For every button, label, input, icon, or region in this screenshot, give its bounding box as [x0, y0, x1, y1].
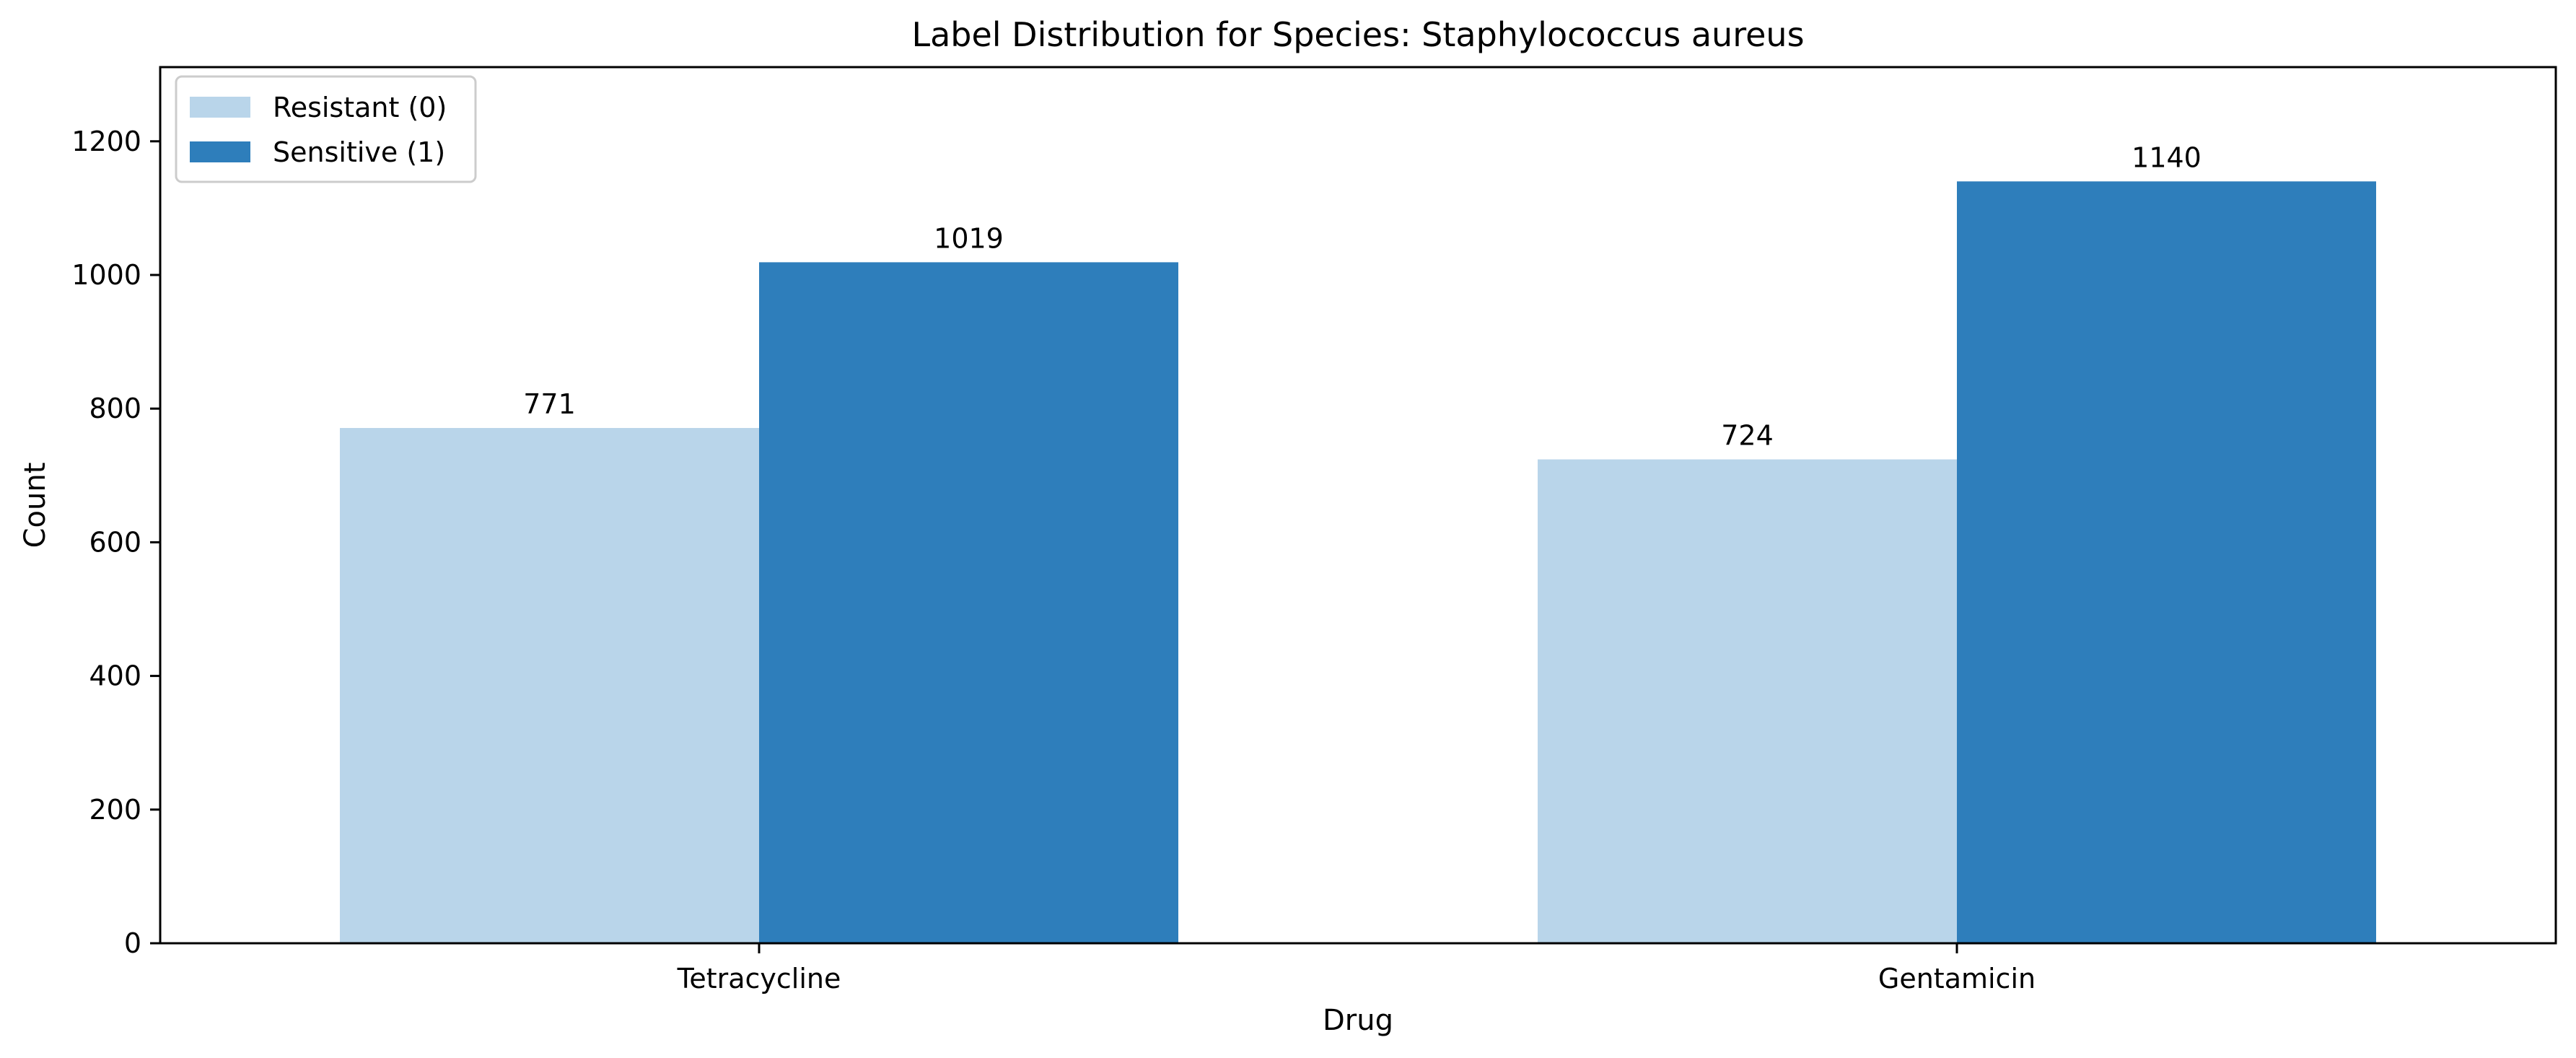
data-labels-group: 771 1019 724 1140 — [523, 141, 2202, 451]
x-tick-label-gentamicin: Gentamicin — [1878, 963, 2036, 994]
data-label-gentamicin-resistant: 724 — [1721, 420, 1774, 452]
y-tick-label: 1200 — [71, 126, 141, 157]
bar-tetracycline-resistant — [340, 428, 759, 943]
y-axis: 0 200 400 600 800 1000 1200 — [71, 126, 160, 959]
bar-gentamicin-sensitive — [1957, 181, 2376, 944]
data-label-tetracycline-sensitive: 1019 — [934, 222, 1004, 254]
x-tick-label-tetracycline: Tetracycline — [677, 963, 841, 994]
data-label-tetracycline-resistant: 771 — [523, 388, 576, 420]
legend-frame — [175, 75, 477, 183]
bar-tetracycline-sensitive — [759, 262, 1178, 943]
legend: Resistant (0) Sensitive (1) — [175, 75, 477, 183]
y-tick-label: 800 — [89, 393, 141, 424]
y-tick-label: 200 — [89, 794, 141, 826]
legend-label-sensitive: Sensitive (1) — [273, 136, 445, 168]
legend-swatch-resistant — [190, 97, 250, 118]
y-tick-label: 0 — [124, 927, 141, 959]
plot-frame — [159, 66, 2557, 945]
y-tick-label: 400 — [89, 660, 141, 692]
y-tick-label: 600 — [89, 526, 141, 558]
y-axis-label: Count — [19, 463, 52, 548]
bars-group — [340, 181, 2376, 944]
legend-swatch-sensitive — [190, 141, 250, 162]
y-tick-label: 1000 — [71, 259, 141, 291]
x-axis-label: Drug — [1323, 1004, 1393, 1037]
data-label-gentamicin-sensitive: 1140 — [2132, 141, 2202, 173]
bar-gentamicin-resistant — [1538, 459, 1957, 943]
legend-label-resistant: Resistant (0) — [273, 92, 447, 123]
chart-title: Label Distribution for Species: Staphylo… — [911, 15, 1804, 54]
x-axis: Tetracycline Gentamicin — [677, 943, 2036, 994]
